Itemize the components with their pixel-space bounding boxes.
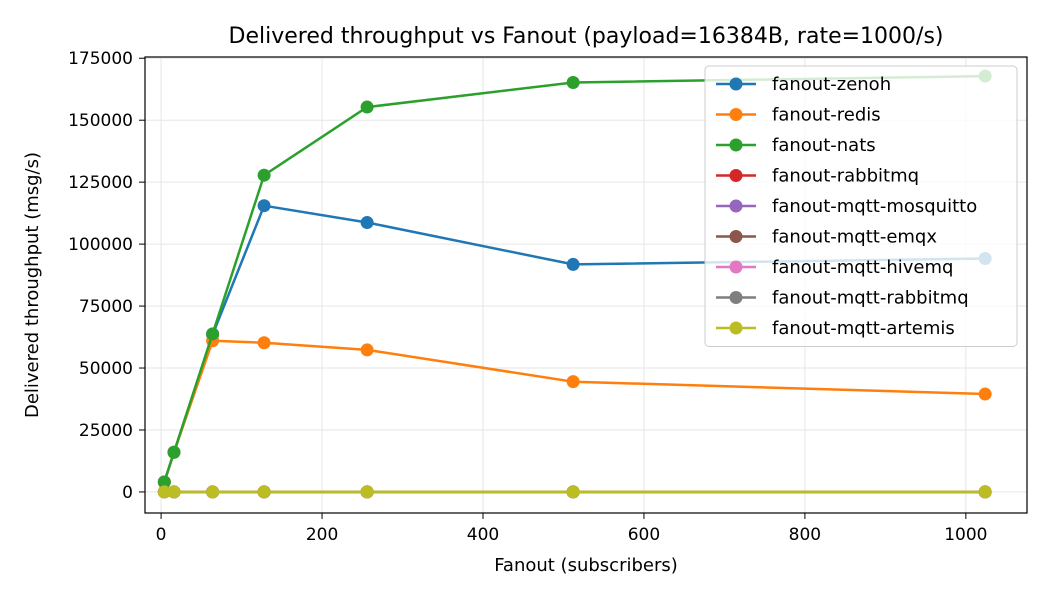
legend-item: fanout-redis (716, 105, 881, 126)
data-point (206, 485, 220, 499)
legend-label: fanout-mqtt-emqx (772, 227, 937, 248)
legend-item: fanout-mqtt-hivemq (716, 257, 953, 278)
y-tick-label: 25000 (79, 421, 133, 441)
y-axis-label: Delivered throughput (msg/s) (22, 152, 43, 418)
chart-title: Delivered throughput vs Fanout (payload=… (229, 24, 944, 49)
data-point (566, 375, 580, 389)
legend-label: fanout-redis (772, 105, 881, 126)
data-point (566, 76, 580, 90)
data-point (157, 485, 171, 499)
y-tick-label: 50000 (79, 359, 133, 379)
legend-marker (729, 230, 743, 243)
data-point (257, 199, 271, 213)
legend-item: fanout-mqtt-artemis (716, 318, 955, 339)
y-tick-label: 125000 (68, 173, 133, 193)
y-tick-label: 175000 (68, 49, 133, 69)
data-point (157, 475, 171, 489)
legend-label: fanout-mqtt-hivemq (772, 257, 953, 278)
x-tick-label: 1000 (944, 525, 987, 545)
y-tick-label: 150000 (68, 111, 133, 131)
legend-label: fanout-rabbitmq (772, 166, 919, 187)
data-point (360, 216, 374, 230)
data-point (978, 387, 992, 401)
plot-frame (144, 56, 1028, 514)
data-point (566, 485, 580, 499)
data-point (257, 168, 271, 182)
data-point (566, 257, 580, 271)
series-fanout-redis (157, 334, 992, 489)
legend-label: fanout-mqtt-rabbitmq (772, 288, 969, 309)
data-point (167, 485, 181, 499)
data-point (257, 485, 271, 499)
legend-item: fanout-mqtt-mosquitto (716, 196, 977, 217)
series-layer (157, 69, 992, 499)
series-line (163, 339, 986, 483)
legend-label: fanout-mqtt-artemis (772, 318, 955, 339)
x-axis-label: Fanout (subscribers) (494, 555, 678, 576)
series-fanout-mqtt-artemis (157, 485, 992, 499)
data-point (360, 343, 374, 357)
y-tick-label: 0 (122, 483, 133, 503)
data-point (167, 445, 181, 459)
x-tick-label: 600 (628, 525, 660, 545)
legend-item: fanout-zenoh (716, 74, 891, 95)
data-point (206, 327, 220, 341)
legend-marker (729, 77, 743, 91)
data-point (360, 100, 374, 114)
y-tick-label: 75000 (79, 297, 133, 317)
legend-box (704, 65, 1018, 347)
legend-item: fanout-mqtt-rabbitmq (716, 288, 969, 309)
x-tick-label: 200 (306, 525, 338, 545)
y-tick-label: 100000 (68, 235, 133, 255)
data-point (978, 485, 992, 499)
legend-marker (729, 291, 743, 304)
legend-marker (729, 138, 743, 152)
axis-ticks: 0 200 400 600 800 1000 0 25000 50000 75000 100000 1… (68, 49, 987, 545)
legend-label: fanout-nats (772, 135, 876, 156)
data-point (257, 336, 271, 350)
legend: fanout-zenoh fanout-redis fanout-nats fanou… (704, 65, 1018, 347)
legend-marker (729, 321, 743, 335)
x-tick-label: 800 (789, 525, 821, 545)
legend-item: fanout-nats (716, 135, 876, 156)
legend-item: fanout-rabbitmq (716, 166, 919, 187)
legend-item: fanout-mqtt-emqx (716, 227, 937, 248)
legend-marker (729, 108, 743, 121)
legend-marker (729, 169, 743, 182)
x-tick-label: 400 (467, 525, 499, 545)
x-tick-label: 0 (156, 525, 167, 545)
legend-marker (729, 260, 743, 274)
legend-marker (729, 199, 743, 213)
legend-label: fanout-mqtt-mosquitto (772, 196, 977, 217)
legend-label: fanout-zenoh (772, 74, 891, 95)
data-point (360, 485, 374, 499)
